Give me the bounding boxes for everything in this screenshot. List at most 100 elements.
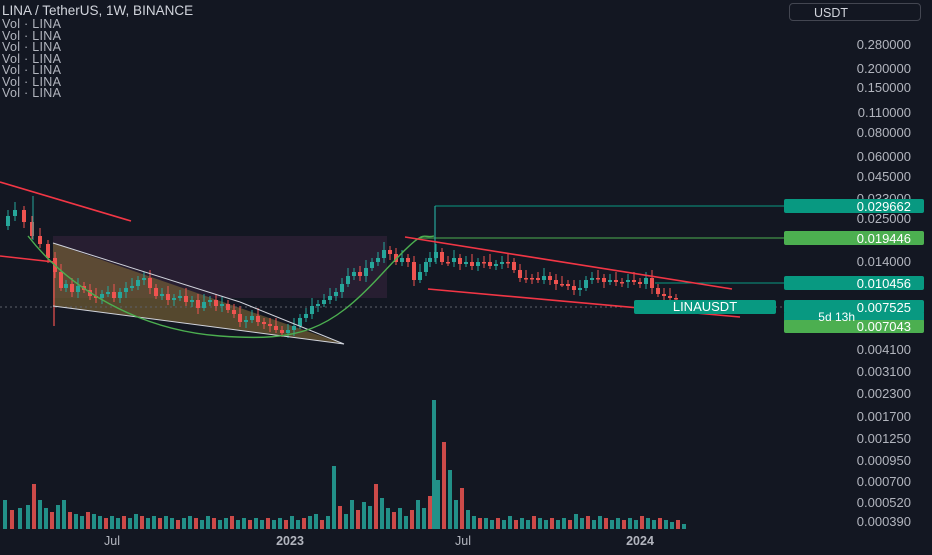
candle-body[interactable]: [620, 282, 624, 284]
candle-body[interactable]: [346, 276, 350, 284]
candle-body[interactable]: [274, 326, 278, 330]
candle-body[interactable]: [500, 262, 504, 264]
price-label-box[interactable]: [784, 276, 924, 290]
candle-body[interactable]: [458, 258, 462, 264]
volume-legend-row[interactable]: Vol · LINA: [2, 63, 62, 77]
symbol-tag-box[interactable]: [634, 300, 776, 314]
candle-body[interactable]: [172, 298, 176, 300]
candle-body[interactable]: [644, 278, 648, 284]
candle-body[interactable]: [136, 280, 140, 286]
candle-body[interactable]: [244, 320, 248, 322]
volume-legend-row[interactable]: Vol · LINA: [2, 40, 62, 54]
candle-body[interactable]: [112, 292, 116, 298]
candle-body[interactable]: [584, 280, 588, 288]
candle-body[interactable]: [530, 278, 534, 280]
wedge-upper-edge[interactable]: [52, 242, 241, 303]
candle-body[interactable]: [59, 272, 63, 288]
candle-body[interactable]: [268, 324, 272, 326]
candle-body[interactable]: [476, 262, 480, 266]
candle-body[interactable]: [322, 300, 326, 304]
candle-body[interactable]: [524, 278, 528, 280]
candle-body[interactable]: [310, 306, 314, 314]
channel-upper-line[interactable]: [404, 236, 733, 290]
candle-body[interactable]: [674, 298, 678, 300]
price-label-box[interactable]: [784, 319, 924, 333]
candle-body[interactable]: [554, 280, 558, 284]
candle-body[interactable]: [418, 272, 422, 280]
candle-body[interactable]: [70, 284, 74, 292]
candle-body[interactable]: [340, 284, 344, 292]
candle-body[interactable]: [304, 314, 308, 318]
candle-body[interactable]: [106, 292, 110, 294]
candle-body[interactable]: [184, 296, 188, 302]
candle-body[interactable]: [632, 280, 636, 282]
candle-body[interactable]: [38, 236, 42, 244]
candle-body[interactable]: [280, 330, 284, 333]
candle-body[interactable]: [376, 258, 380, 262]
candle-body[interactable]: [400, 258, 404, 262]
candle-body[interactable]: [220, 304, 224, 306]
candle-body[interactable]: [166, 294, 170, 300]
candle-body[interactable]: [470, 262, 474, 266]
candle-body[interactable]: [226, 304, 230, 310]
candle-body[interactable]: [358, 272, 362, 276]
candle-body[interactable]: [142, 278, 146, 280]
candle-body[interactable]: [602, 278, 606, 282]
candle-body[interactable]: [256, 316, 260, 322]
candle-body[interactable]: [292, 326, 296, 330]
candle-body[interactable]: [364, 268, 368, 276]
candle-body[interactable]: [124, 288, 128, 292]
candle-body[interactable]: [656, 288, 660, 294]
candle-body[interactable]: [148, 278, 152, 288]
rounding-bottom-curve[interactable]: [27, 235, 435, 339]
trendline-lower[interactable]: [0, 255, 55, 263]
volume-legend-row[interactable]: Vol · LINA: [2, 74, 62, 89]
candle-body[interactable]: [464, 262, 468, 264]
candle-body[interactable]: [232, 310, 236, 314]
candle-body[interactable]: [608, 280, 612, 282]
candle-body[interactable]: [382, 250, 386, 258]
candle-body[interactable]: [118, 292, 122, 298]
candle-body[interactable]: [64, 284, 68, 288]
candle-body[interactable]: [662, 294, 666, 296]
candle-body[interactable]: [428, 258, 432, 262]
candle-body[interactable]: [202, 302, 206, 308]
candle-body[interactable]: [566, 284, 570, 286]
candle-body[interactable]: [590, 278, 594, 280]
price-label-box[interactable]: [784, 199, 924, 213]
candle-body[interactable]: [572, 286, 576, 290]
candle-body[interactable]: [328, 296, 332, 300]
candle-body[interactable]: [286, 330, 290, 333]
candle-body[interactable]: [542, 276, 546, 280]
symbol-title[interactable]: LINA / TetherUS, 1W, BINANCE: [2, 3, 194, 18]
volume-legend-row[interactable]: Vol · LINA: [2, 86, 62, 100]
wedge-tip-edge[interactable]: [239, 301, 345, 345]
candle-body[interactable]: [250, 316, 254, 320]
trendline-upper[interactable]: [0, 181, 132, 222]
candle-body[interactable]: [262, 322, 266, 324]
candle-body[interactable]: [412, 262, 416, 280]
candle-body[interactable]: [668, 296, 672, 298]
candle-body[interactable]: [440, 252, 444, 262]
candle-body[interactable]: [488, 262, 492, 266]
volume-legend-row[interactable]: Vol · LINA: [2, 17, 62, 31]
candle-body[interactable]: [370, 262, 374, 268]
candle-body[interactable]: [482, 262, 486, 264]
volume-legend-row[interactable]: Vol · LINA: [2, 28, 62, 43]
candle-body[interactable]: [352, 272, 356, 276]
candle-body[interactable]: [196, 300, 200, 308]
price-label-box[interactable]: [784, 231, 924, 245]
candle-body[interactable]: [518, 270, 522, 278]
candle-body[interactable]: [626, 280, 630, 282]
candle-body[interactable]: [452, 258, 456, 262]
candle-body[interactable]: [506, 262, 510, 264]
candle-body[interactable]: [76, 286, 80, 292]
candle-body[interactable]: [434, 252, 438, 258]
candle-body[interactable]: [6, 216, 10, 226]
candle-body[interactable]: [130, 286, 134, 288]
candle-body[interactable]: [536, 278, 540, 280]
candle-body[interactable]: [46, 244, 50, 258]
candle-body[interactable]: [578, 288, 582, 290]
candle-body[interactable]: [446, 262, 450, 264]
